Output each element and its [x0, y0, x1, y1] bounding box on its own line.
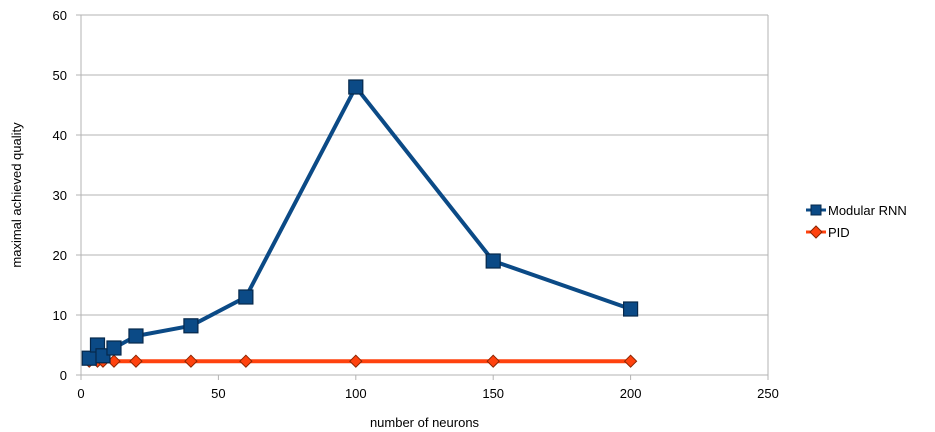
- data-point: [349, 354, 363, 368]
- data-point: [183, 318, 199, 334]
- x-tick-label: 200: [620, 386, 642, 401]
- data-point: [485, 253, 501, 269]
- data-point: [239, 354, 253, 368]
- legend-item-modular-rnn: Modular RNN: [806, 203, 907, 218]
- y-tick-label: 60: [53, 8, 67, 23]
- data-point: [129, 354, 143, 368]
- x-tick-label: 100: [345, 386, 367, 401]
- x-tick-label: 250: [757, 386, 779, 401]
- data-point: [238, 289, 254, 305]
- series-line: [87, 85, 632, 360]
- legend-marker: [809, 225, 823, 239]
- legend-label: Modular RNN: [828, 203, 907, 218]
- legend-label: PID: [828, 225, 850, 240]
- axes: [76, 14, 769, 380]
- y-axis-title: maximal achieved quality: [9, 122, 24, 268]
- x-axis-title: number of neurons: [370, 415, 480, 430]
- legend: Modular RNN PID: [806, 203, 907, 240]
- y-tick-label: 0: [60, 368, 67, 383]
- series-modular-rnn: [81, 79, 639, 366]
- data-point: [106, 340, 122, 356]
- y-tick-label: 20: [53, 248, 67, 263]
- y-tick-label: 40: [53, 128, 67, 143]
- series-layer: [81, 79, 639, 368]
- legend-item-pid: PID: [806, 225, 850, 240]
- data-point: [81, 350, 97, 366]
- series-pid: [82, 354, 638, 368]
- legend-marker: [810, 204, 822, 216]
- y-tick-label: 10: [53, 308, 67, 323]
- data-point: [623, 354, 638, 368]
- data-point: [128, 328, 144, 344]
- x-tick-label: 50: [211, 386, 225, 401]
- y-tick-label: 30: [53, 188, 67, 203]
- grid-lines: [81, 14, 768, 376]
- data-point: [622, 301, 639, 317]
- y-tick-label: 50: [53, 68, 67, 83]
- data-point: [184, 354, 198, 368]
- data-point: [486, 354, 500, 368]
- tick-labels: 0 10 20 30 40 50 60 0 50 100 150 200 250: [53, 8, 779, 401]
- data-point: [348, 79, 364, 95]
- x-tick-label: 150: [482, 386, 504, 401]
- x-tick-label: 0: [77, 386, 84, 401]
